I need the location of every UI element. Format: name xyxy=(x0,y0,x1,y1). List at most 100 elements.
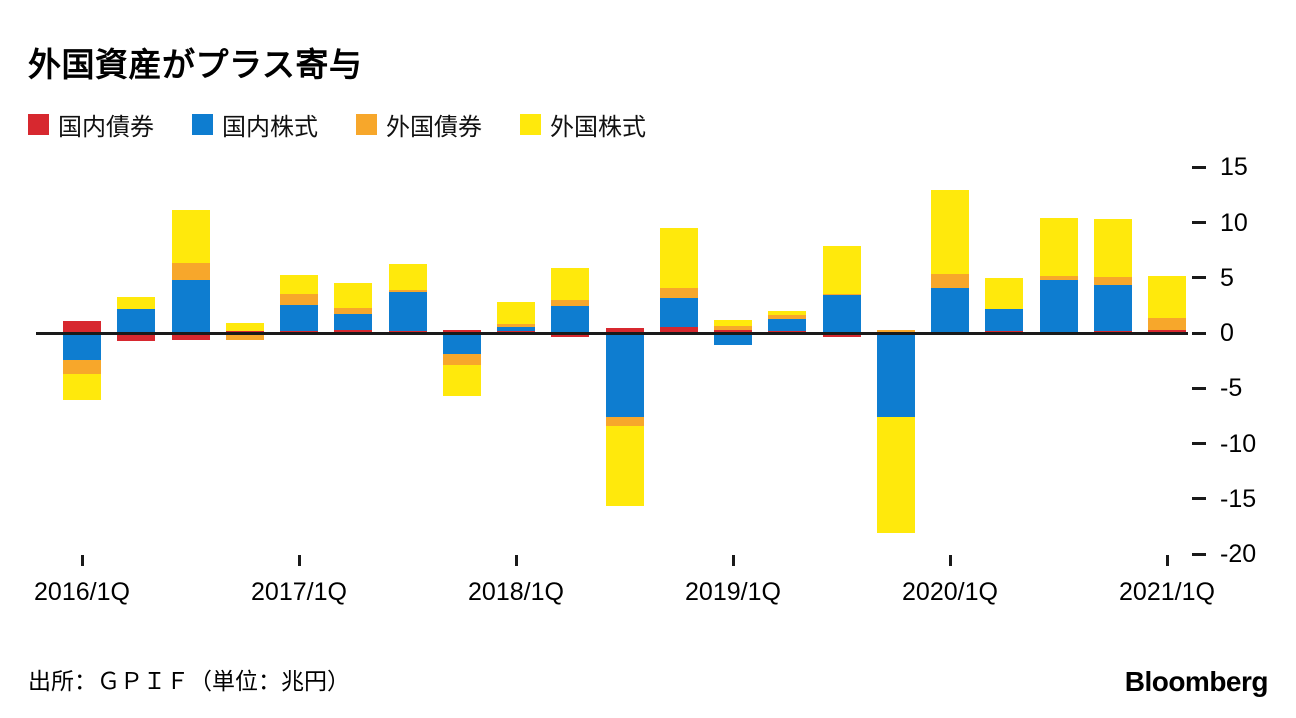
bar-segment-2021/1Q-外国債券 xyxy=(1148,318,1186,330)
x-axis-tick xyxy=(297,555,301,566)
bar-segment-2016/4Q-外国債券 xyxy=(225,333,264,340)
bar-segment-2016/3Q-国内株式 xyxy=(171,279,210,333)
bar-segment-2016/2Q-国内債券 xyxy=(117,333,156,341)
y-axis-tick xyxy=(1192,331,1206,335)
bloomberg-logo: Bloomberg xyxy=(1124,666,1269,697)
bar-segment-2021/1Q-外国株式 xyxy=(1148,276,1186,319)
bar-segment-2017/4Q-国内株式 xyxy=(442,333,481,354)
bar-segment-2019/1Q-外国株式 xyxy=(714,319,752,326)
bar-segment-2018/2Q-外国債券 xyxy=(551,299,590,307)
bar-segment-2018/3Q-外国株式 xyxy=(605,426,644,506)
bar-segment-2019/2Q-国内株式 xyxy=(768,318,807,331)
bar-segment-2016/2Q-国内株式 xyxy=(117,308,156,333)
bar-segment-2018/2Q-国内債券 xyxy=(551,333,590,338)
x-axis-tick xyxy=(80,555,84,566)
y-axis-label: 15 xyxy=(1220,153,1248,182)
legend-item: 国内債券 xyxy=(28,107,154,142)
bar-segment-2020/3Q-国内株式 xyxy=(1039,279,1078,333)
bar-segment-2020/4Q-外国債券 xyxy=(1093,277,1132,286)
bar-segment-2018/4Q-外国債券 xyxy=(659,287,698,298)
bar-segment-2018/4Q-外国株式 xyxy=(659,228,698,288)
bar-segment-2018/2Q-国内株式 xyxy=(551,306,590,333)
bar-segment-2020/1Q-外国債券 xyxy=(931,274,969,288)
bar-segment-2020/4Q-外国株式 xyxy=(1093,218,1132,278)
bar-segment-2017/4Q-国内債券 xyxy=(442,329,481,333)
zero-axis-line xyxy=(36,331,1188,335)
legend-swatch-icon xyxy=(520,114,541,135)
bar-segment-2020/2Q-外国株式 xyxy=(985,277,1024,309)
y-axis-tick xyxy=(1192,165,1206,169)
bar-segment-2016/3Q-外国株式 xyxy=(171,210,210,264)
bar-segment-2016/3Q-国内債券 xyxy=(171,333,210,340)
bar-segment-2019/4Q-外国債券 xyxy=(876,329,915,333)
bar-segment-2020/3Q-外国債券 xyxy=(1039,276,1078,280)
bar-segment-2018/1Q-国内株式 xyxy=(497,327,535,332)
bar-segment-2017/4Q-外国債券 xyxy=(442,353,481,366)
x-axis-tick xyxy=(731,555,735,566)
bar-segment-2020/3Q-外国株式 xyxy=(1039,217,1078,277)
bar-segment-2020/1Q-国内株式 xyxy=(931,287,969,333)
y-axis-label: -15 xyxy=(1220,484,1257,513)
bar-segment-2017/2Q-外国債券 xyxy=(334,307,373,315)
legend-item: 国内株式 xyxy=(192,107,318,142)
bar-segment-2019/4Q-国内株式 xyxy=(876,333,915,417)
bar-segment-2019/4Q-外国株式 xyxy=(876,416,915,533)
x-axis-tick xyxy=(948,555,952,566)
bar-segment-2020/2Q-国内株式 xyxy=(985,308,1024,331)
bar-segment-2018/1Q-外国株式 xyxy=(497,301,535,325)
y-axis-tick xyxy=(1192,386,1206,390)
bar-segment-2017/1Q-国内株式 xyxy=(280,304,318,332)
legend-swatch-icon xyxy=(356,114,377,135)
y-axis-label: -10 xyxy=(1220,429,1257,458)
x-axis-label: 2021/1Q xyxy=(1119,578,1215,606)
bar-segment-2016/1Q-国内債券 xyxy=(63,320,101,333)
bar-segment-2019/3Q-外国株式 xyxy=(822,246,861,294)
bar-segment-2018/3Q-国内債券 xyxy=(605,328,644,333)
bar-segment-2018/3Q-国内株式 xyxy=(605,333,644,417)
bar-segment-2020/1Q-外国株式 xyxy=(931,190,969,275)
legend-item: 外国債券 xyxy=(356,107,482,142)
bar-segment-2016/4Q-外国株式 xyxy=(225,323,264,331)
y-axis-label: -20 xyxy=(1220,540,1257,568)
x-axis-tick xyxy=(1165,555,1169,566)
bar-segment-2018/4Q-国内株式 xyxy=(659,297,698,327)
bar-segment-2017/1Q-外国株式 xyxy=(280,274,318,295)
bar-segment-2017/3Q-外国株式 xyxy=(388,264,427,290)
bar-segment-2017/4Q-外国株式 xyxy=(442,365,481,396)
y-axis-tick xyxy=(1192,221,1206,224)
bar-segment-2016/1Q-国内株式 xyxy=(63,333,101,360)
bar-segment-2017/2Q-国内株式 xyxy=(334,314,373,331)
bar-segment-2018/4Q-国内債券 xyxy=(659,326,698,333)
bar-segment-2016/2Q-外国株式 xyxy=(117,296,156,309)
y-axis-label: 5 xyxy=(1220,263,1234,292)
x-axis-tick xyxy=(514,555,518,566)
legend-label: 国内債券 xyxy=(58,114,154,141)
y-axis-label: -5 xyxy=(1220,374,1243,403)
legend-swatch-icon xyxy=(192,114,213,135)
bar-segment-2018/3Q-外国債券 xyxy=(605,416,644,427)
bar-segment-2019/1Q-国内株式 xyxy=(714,333,752,346)
bar-segment-2016/1Q-外国株式 xyxy=(63,373,101,401)
bar-segment-2016/1Q-外国債券 xyxy=(63,359,101,374)
y-axis-label: 0 xyxy=(1220,319,1234,347)
y-axis-tick xyxy=(1192,442,1206,445)
bar-segment-2017/3Q-国内株式 xyxy=(388,292,427,331)
bar-segment-2019/1Q-外国債券 xyxy=(714,325,752,330)
bar-segment-2017/3Q-外国債券 xyxy=(388,289,427,293)
y-axis-tick xyxy=(1192,497,1206,501)
bar-segment-2019/2Q-外国株式 xyxy=(768,310,807,316)
bar-segment-2019/2Q-外国債券 xyxy=(768,315,807,319)
y-axis-label: 10 xyxy=(1220,208,1248,237)
bar-segment-2018/1Q-外国債券 xyxy=(497,324,535,328)
legend-label: 国内株式 xyxy=(222,114,318,141)
chart-title: 外国資産がプラス寄与 xyxy=(28,46,363,83)
legend-label: 外国債券 xyxy=(386,114,482,141)
x-axis-label: 2019/1Q xyxy=(685,578,781,606)
bar-segment-2017/1Q-外国債券 xyxy=(280,294,318,305)
legend: 国内債券 国内株式 外国債券 外国株式 xyxy=(28,107,646,142)
source-note: 出所：ＧＰＩＦ（単位：兆円） xyxy=(28,668,350,694)
legend-label: 外国株式 xyxy=(550,114,646,141)
legend-swatch-icon xyxy=(28,114,49,135)
x-axis-label: 2020/1Q xyxy=(902,578,998,606)
